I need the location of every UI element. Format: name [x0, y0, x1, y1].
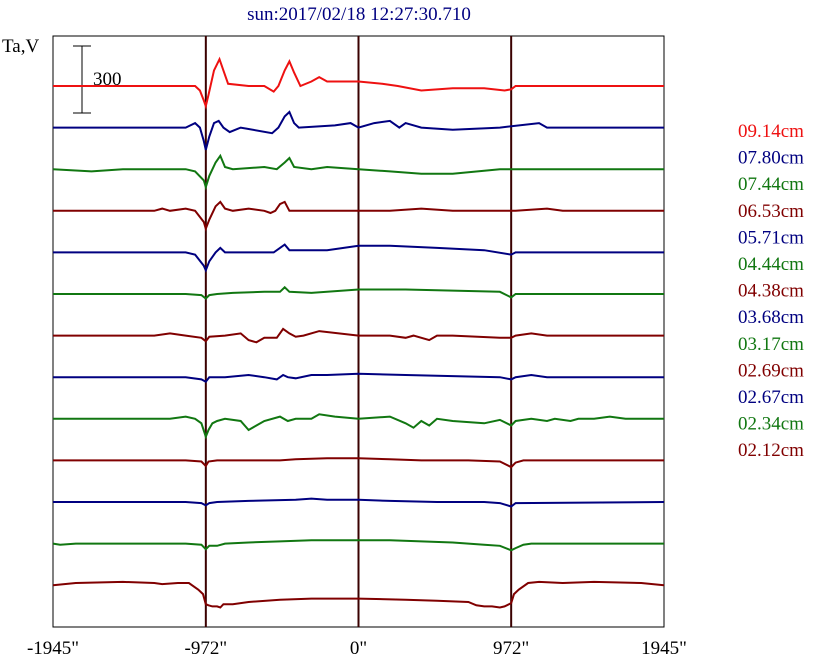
series-line [53, 457, 664, 469]
x-tick-label: 0" [350, 638, 367, 659]
series-line [52, 539, 664, 552]
series-line [53, 200, 664, 232]
series-line [53, 110, 664, 151]
legend: 09.14cm 07.80cm 07.44cm 06.53cm 05.71cm 04.44… [738, 121, 804, 461]
series-line [53, 327, 664, 344]
legend-entry: 04.44cm [738, 254, 804, 275]
series-lines [52, 56, 665, 609]
series-line [53, 56, 664, 110]
legend-entry: 09.14cm [738, 121, 804, 142]
x-tick-label: 972" [493, 638, 529, 659]
series-line [53, 413, 664, 440]
series-line [53, 243, 664, 273]
series-line [52, 153, 664, 191]
series-line [53, 497, 665, 508]
y-axis-label: Ta,V [2, 36, 39, 57]
chart-title: sun:2017/02/18 12:27:30.710 [247, 4, 471, 25]
legend-entry: 05.71cm [738, 227, 804, 248]
scale-bar-label: 300 [93, 69, 122, 90]
legend-entry: 04.38cm [738, 281, 804, 302]
vertical-markers [204, 36, 513, 627]
x-tick-label: 1945" [641, 638, 687, 659]
legend-entry: 02.69cm [738, 360, 804, 381]
legend-entry: 03.68cm [738, 307, 804, 328]
legend-entry: 02.12cm [738, 440, 804, 461]
series-line [53, 372, 664, 383]
legend-entry: 07.80cm [738, 148, 804, 169]
series-line [52, 580, 665, 609]
series-line [53, 285, 664, 300]
legend-entry: 02.34cm [738, 414, 804, 435]
x-tick-labels: -1945" -972" 0" 972" 1945" [27, 638, 687, 659]
legend-entry: 02.67cm [738, 387, 804, 408]
legend-entry: 03.17cm [738, 334, 804, 355]
x-tick-label: -1945" [27, 638, 79, 659]
scale-bar: 300 [73, 45, 122, 114]
legend-entry: 06.53cm [738, 201, 804, 222]
x-tick-label: -972" [185, 638, 228, 659]
legend-entry: 07.44cm [738, 174, 804, 195]
